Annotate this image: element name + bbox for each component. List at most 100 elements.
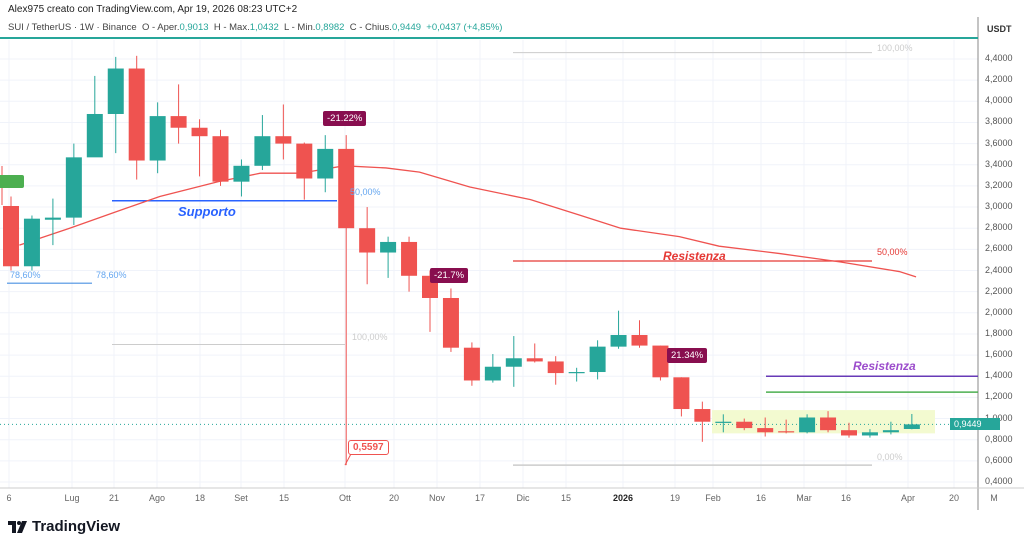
candle-body (170, 116, 187, 128)
candle-body (652, 345, 669, 378)
x-tick-label: 15 (278, 493, 290, 503)
candle (631, 320, 648, 348)
drop-callout-2: -21.7% (430, 268, 469, 283)
candle-body (673, 377, 690, 410)
candle (65, 143, 82, 226)
candle-body (380, 241, 397, 253)
x-tick-label: Dic (516, 493, 530, 503)
open-label: O - Aper. (141, 22, 180, 33)
candle-body (338, 148, 355, 229)
candle (715, 414, 732, 433)
candle (107, 56, 124, 154)
y-tick-label: 0,4000 (985, 476, 1013, 486)
candle (505, 336, 522, 387)
x-tick-label: Mar (796, 493, 812, 503)
tradingview-logo[interactable]: TradingView (8, 518, 120, 535)
y-tick-label: 0,8000 (985, 433, 1013, 444)
candle-body (3, 205, 19, 267)
x-tick-label: Feb (705, 493, 721, 503)
candle (23, 215, 40, 271)
close-value: 0,9449 (391, 22, 422, 33)
x-tick-label: Apr (900, 493, 916, 503)
candle-body (359, 228, 376, 253)
support-label: Supporto (178, 204, 236, 219)
candle (149, 102, 166, 174)
tradingview-logo-icon (8, 520, 27, 533)
y-tick-label: 1,4000 (985, 370, 1013, 381)
y-tick-label: 3,6000 (985, 137, 1013, 148)
fib-50-label-a: 50,00% (350, 187, 381, 197)
candle (694, 401, 711, 442)
y-tick-label: 1,0000 (985, 413, 1013, 423)
candle-body (317, 148, 334, 179)
candle (170, 84, 187, 144)
candle (799, 414, 816, 434)
candle-body (715, 421, 732, 423)
candle (736, 418, 753, 431)
x-tick-label: 15 (560, 493, 572, 503)
high-label: H - Max. (213, 22, 250, 33)
candle (610, 310, 627, 349)
y-tick-label: 4,4000 (985, 53, 1013, 63)
y-tick-label: 0,6000 (985, 454, 1013, 465)
y-tick-label: 3,2000 (985, 179, 1013, 190)
candle (652, 345, 669, 381)
x-tick-label: 16 (840, 493, 852, 503)
candle-body (799, 417, 816, 433)
candle (526, 343, 543, 363)
candle (338, 135, 355, 466)
x-tick-label: 20 (388, 493, 400, 503)
candle (44, 198, 61, 246)
high-value: 1,0432 (249, 22, 279, 33)
symbol-legend: SUI / TetherUS · 1W · Binance O - Aper.0… (0, 17, 978, 39)
candle-body (820, 417, 837, 431)
drop-callout-3: 21.34% (667, 348, 708, 363)
candle (296, 142, 313, 200)
candle-body (484, 366, 501, 381)
resistance-purple-label: Resistenza (853, 359, 916, 373)
candle-body (631, 335, 648, 346)
y-tick-label: 1,6000 (985, 349, 1013, 360)
x-tick-label: Set (234, 493, 248, 503)
x-tick-label: 17 (474, 493, 486, 503)
candle-body (757, 428, 774, 433)
y-tick-label: 2,8000 (985, 222, 1013, 233)
green-flag-marker (0, 175, 24, 188)
candle-body (903, 424, 920, 429)
candle-body (275, 136, 292, 144)
fib-786-label-b: 78,60% (96, 270, 127, 280)
y-tick-label: 3,8000 (985, 116, 1013, 127)
candle-body (191, 127, 208, 137)
low-price-label: 0,5597 (348, 440, 389, 455)
candle (568, 367, 585, 382)
candle-body (694, 409, 711, 422)
candle-body (442, 297, 459, 348)
y-tick-label: 2,6000 (985, 243, 1013, 254)
candle (547, 356, 564, 385)
candle (484, 354, 501, 383)
candle-body (463, 347, 480, 381)
currency-label[interactable]: USDT (987, 24, 1012, 34)
candle-body (44, 217, 61, 220)
x-tick-label: 18 (194, 493, 206, 503)
candle-body (505, 358, 522, 367)
candle-body (401, 241, 418, 276)
candle-body (23, 218, 40, 267)
close-label: C - Chius. (349, 22, 392, 33)
candle (589, 340, 606, 380)
candle (401, 236, 418, 292)
candle (442, 288, 459, 352)
candle (820, 411, 837, 433)
candle (317, 135, 334, 193)
symbol-name[interactable]: SUI / TetherUS (8, 22, 72, 33)
x-tick-label: Lug (64, 493, 80, 503)
drop-callout-1: -21.22% (323, 111, 367, 126)
candle (463, 342, 480, 386)
y-tick-label: 3,0000 (985, 201, 1013, 212)
x-tick-label: 16 (755, 493, 767, 503)
candle (275, 104, 292, 160)
interval[interactable]: 1W (79, 22, 94, 33)
candle-body (568, 372, 585, 374)
candle (3, 196, 19, 271)
